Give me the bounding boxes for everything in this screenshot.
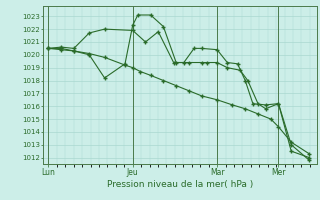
X-axis label: Pression niveau de la mer( hPa ): Pression niveau de la mer( hPa ) xyxy=(107,180,253,189)
